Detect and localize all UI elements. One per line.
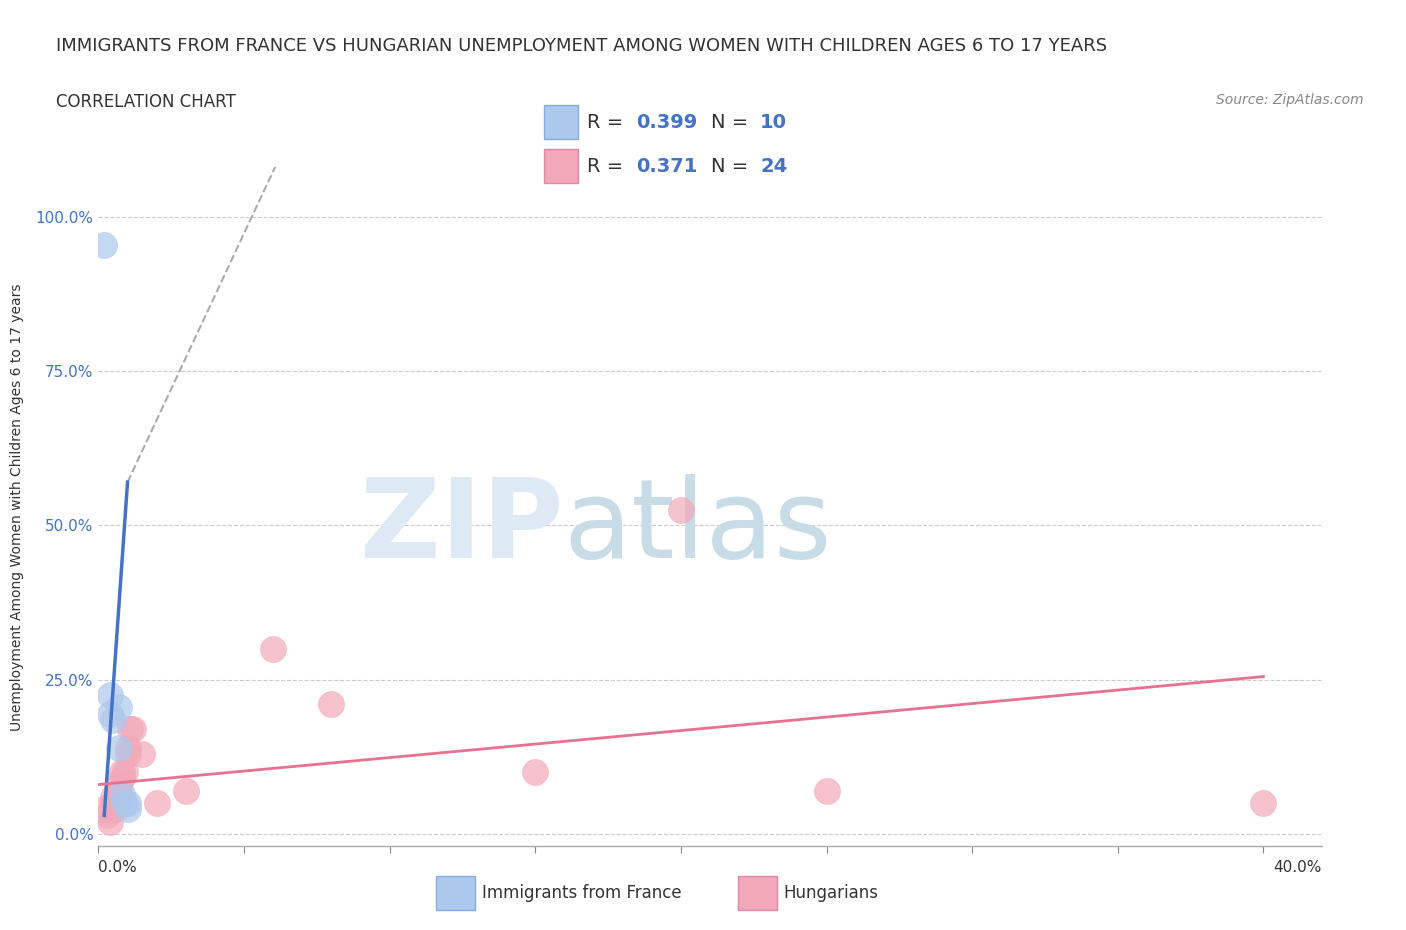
Point (114, 764, 136, 779)
Text: N =: N = (710, 113, 754, 132)
Y-axis label: Unemployment Among Women with Children Ages 6 to 17 years: Unemployment Among Women with Children A… (10, 283, 24, 731)
Text: ZIP: ZIP (360, 473, 564, 580)
Text: 10: 10 (761, 113, 787, 132)
Point (815, 783, 838, 798)
Text: CORRELATION CHART: CORRELATION CHART (56, 93, 236, 111)
Point (117, 796, 139, 811)
Text: Immigrants from France: Immigrants from France (481, 884, 681, 902)
Point (122, 722, 145, 737)
Point (131, 746, 153, 761)
FancyBboxPatch shape (738, 876, 778, 910)
Point (117, 746, 139, 761)
Point (145, 796, 167, 811)
Point (93, 237, 115, 252)
Point (117, 740, 139, 755)
Text: R =: R = (586, 156, 630, 176)
Text: 40.0%: 40.0% (1274, 860, 1322, 875)
Point (108, 740, 131, 755)
Point (1253, 796, 1275, 811)
FancyBboxPatch shape (544, 105, 578, 140)
Point (96, 808, 118, 823)
Text: Hungarians: Hungarians (785, 884, 879, 902)
Point (98, 687, 121, 702)
Point (111, 787, 134, 802)
Point (111, 764, 134, 779)
Point (108, 777, 131, 792)
Point (101, 790, 124, 804)
Point (262, 642, 284, 657)
Text: N =: N = (710, 156, 754, 176)
Text: atlas: atlas (564, 473, 832, 580)
Text: 0.371: 0.371 (637, 156, 697, 176)
Point (98, 814, 121, 829)
Point (98, 706, 121, 721)
Point (321, 697, 343, 711)
Point (524, 764, 547, 779)
Text: 24: 24 (761, 156, 787, 176)
Point (114, 796, 136, 811)
Point (120, 722, 142, 737)
Point (111, 771, 134, 786)
Point (101, 712, 124, 727)
Point (174, 783, 197, 798)
FancyBboxPatch shape (544, 149, 578, 183)
Point (93, 802, 115, 817)
Text: 0.0%: 0.0% (98, 860, 138, 875)
Text: 0.399: 0.399 (637, 113, 697, 132)
Point (101, 796, 124, 811)
FancyBboxPatch shape (436, 876, 475, 910)
Point (108, 700, 131, 715)
Text: IMMIGRANTS FROM FRANCE VS HUNGARIAN UNEMPLOYMENT AMONG WOMEN WITH CHILDREN AGES : IMMIGRANTS FROM FRANCE VS HUNGARIAN UNEM… (56, 37, 1108, 55)
Point (117, 802, 139, 817)
Point (108, 783, 131, 798)
Point (669, 502, 692, 517)
Text: R =: R = (586, 113, 630, 132)
Text: Source: ZipAtlas.com: Source: ZipAtlas.com (1216, 93, 1364, 107)
Point (104, 802, 127, 817)
